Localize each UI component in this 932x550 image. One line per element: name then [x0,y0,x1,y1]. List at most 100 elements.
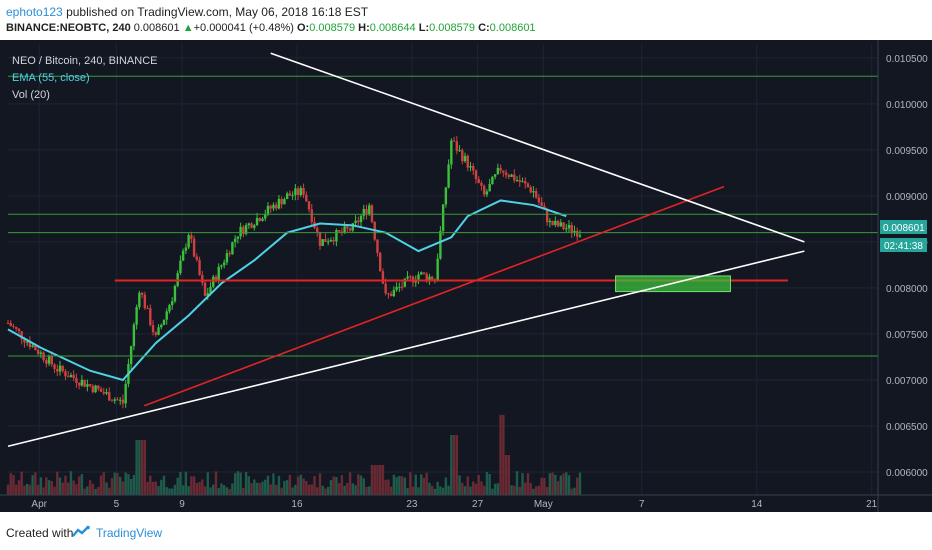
volume-bar [540,477,543,495]
volume-bar [461,482,464,495]
chart-background [0,40,932,512]
candle-body [31,345,34,347]
candle-body [220,265,223,267]
candle-body [132,324,136,347]
candle-body [23,339,26,343]
candle-body [567,224,571,229]
candle-body [296,188,300,195]
price-tag: 0.008601 02:41:38 [880,220,927,252]
volume-bar [450,435,453,495]
candle-body [400,286,404,288]
candle-body [242,226,245,234]
author-link[interactable]: ephoto123 [6,5,63,19]
volume-bar [466,476,469,495]
tradingview-brand[interactable]: TradingView [96,526,163,540]
volume-bar [499,415,502,495]
volume-bar [554,474,557,495]
candle-body [428,276,431,281]
candle-body [206,293,209,296]
volume-bar [370,465,374,495]
volume-bar [573,487,576,495]
candle-body [439,230,442,259]
candle-body [346,226,349,229]
volume-bar [110,478,114,495]
volume-bar [17,480,21,495]
symbol-interval: BINANCE:NEOBTC, 240 [6,22,131,34]
volume-bar [335,477,338,495]
candle-body [34,345,37,351]
chart-area[interactable]: 0.0105000.0100000.0095000.0090000.008500… [0,40,932,512]
candle-body [518,180,521,182]
legend-ema: EMA (55, close) [12,72,90,84]
volume-bar [261,481,264,495]
volume-bar [362,478,365,495]
trend-line-white-lower [7,250,805,447]
candle-body [329,240,333,242]
candle-body [47,356,51,364]
volume-bar [61,482,64,495]
candle-body [201,275,204,283]
volume-bar [387,479,390,495]
volume-bar [496,483,500,495]
volume-bar [75,484,78,495]
volume-bar [212,484,215,495]
candle-body [340,231,344,233]
volume-bar [217,488,220,495]
volume-bar [233,473,237,495]
publish-line: ephoto123 published on TradingView.com, … [6,5,368,19]
volume-bar [272,473,275,495]
volume-bar [529,483,532,495]
volume-bar [513,485,516,495]
candle-body [305,194,308,202]
candle-body [554,220,557,226]
candle-body [222,262,226,266]
candle-body [510,174,513,177]
candle-body [173,285,177,302]
x-tick-label: 16 [291,499,303,510]
candle-body [324,239,327,242]
candle-body [20,331,23,340]
candle-body [537,197,541,203]
candle-body [417,274,420,281]
volume-bar [562,473,565,495]
volume-bar [266,475,270,495]
volume-bar [428,482,431,495]
volume-bar [493,483,497,495]
candle-body [515,180,519,182]
candle-body [179,260,182,274]
candle-body [190,235,193,239]
volume-bar [392,474,396,495]
volume-bar [31,475,34,495]
candle-body [113,399,116,401]
candle-body [280,198,283,205]
candle-body [532,191,535,193]
price-chart[interactable]: 0.0105000.0100000.0095000.0090000.008500… [0,40,932,512]
candle-body [447,164,450,188]
candle-body [274,204,278,209]
candle-body [441,204,445,231]
candle-body [56,368,59,372]
candle-body [12,326,15,328]
volume-bar [99,475,103,495]
y-tick-label: 0.008000 [886,284,928,295]
candle-body [474,170,478,180]
volume-bar [171,488,174,495]
volume-bar [149,475,152,495]
candle-body [138,292,141,308]
volume-bar [192,476,196,495]
volume-bar [56,471,59,495]
volume-bar [316,487,319,495]
candle-body [576,230,579,237]
candle-body [343,226,346,233]
candle-body [119,399,122,401]
candle-body [266,205,270,215]
candle-body [129,346,133,365]
volume-bar [365,486,368,495]
candle-body [409,276,412,278]
volume-bar [403,477,407,495]
candle-body [214,276,218,281]
volume-bar [414,474,417,495]
candle-body [261,218,264,221]
low-value: 0.008579 [429,22,475,34]
candle-body [332,240,335,242]
